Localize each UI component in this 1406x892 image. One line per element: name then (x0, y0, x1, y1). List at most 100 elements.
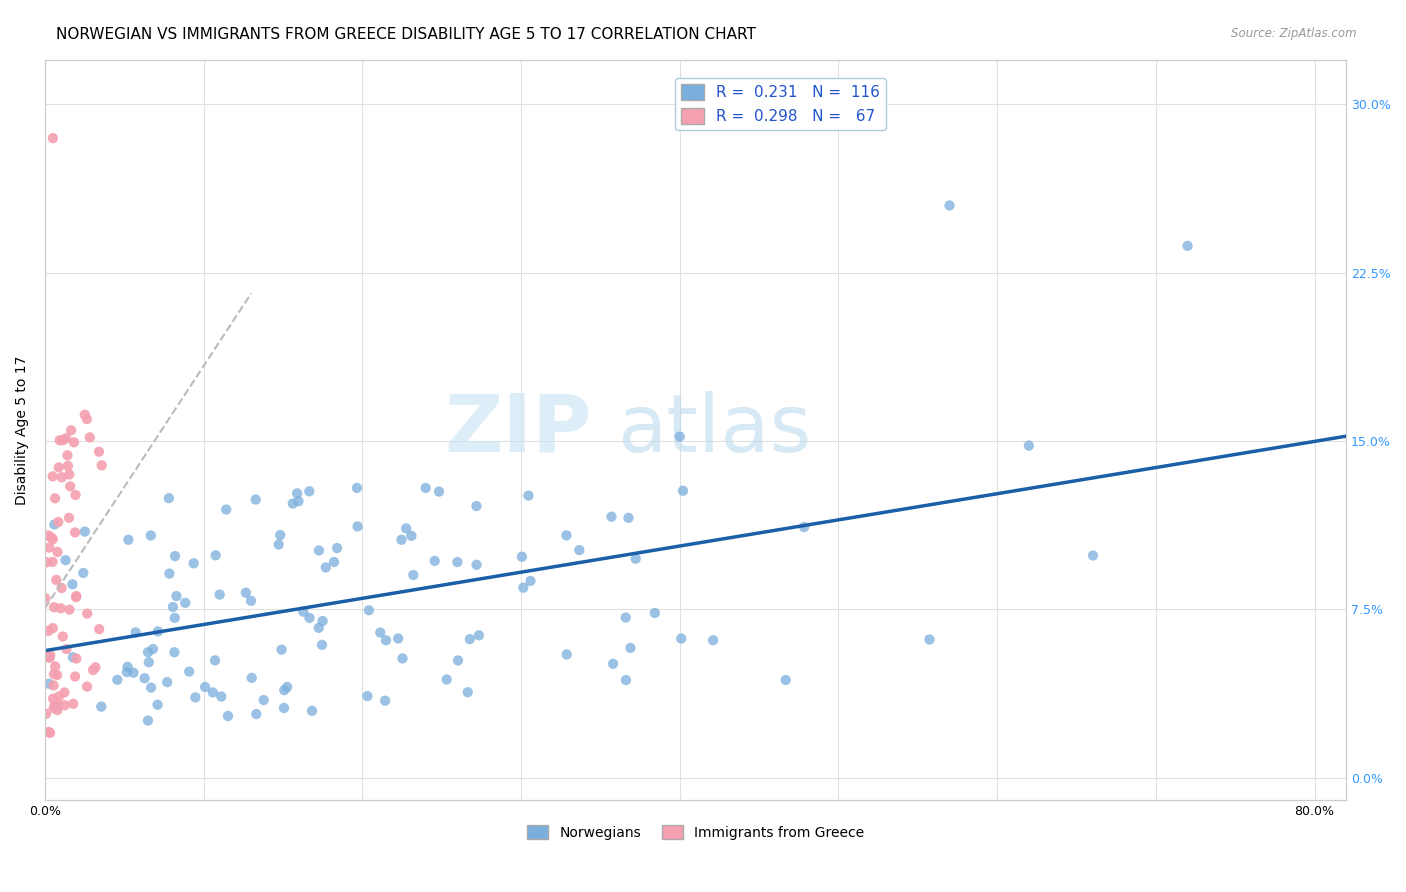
Point (600, 509, 623, 524)
Point (1081, 549, 1104, 563)
Point (183, 557, 205, 571)
Point (63, 435, 86, 450)
Point (39, 726, 62, 740)
Text: Source: ZipAtlas.com: Source: ZipAtlas.com (1232, 27, 1357, 40)
Point (63, 669, 86, 683)
Point (235, 585, 257, 599)
Point (415, 481, 437, 495)
Point (253, 693, 276, 707)
Point (90, 458, 112, 473)
Point (775, 673, 797, 687)
Point (163, 645, 186, 659)
Point (447, 653, 470, 667)
Point (46, 668, 69, 682)
Point (65, 488, 87, 502)
Point (287, 494, 309, 508)
Point (62, 697, 84, 711)
Point (42, 131, 65, 145)
Point (42, 701, 65, 715)
Point (35, 555, 58, 569)
Point (269, 528, 291, 542)
Point (73, 524, 96, 539)
Point (41, 555, 63, 569)
Point (52, 433, 75, 447)
Point (204, 653, 226, 667)
Point (115, 665, 138, 679)
Point (55, 642, 77, 657)
Point (156, 675, 179, 690)
Point (76, 607, 98, 621)
Point (308, 621, 330, 635)
Point (136, 714, 159, 728)
Point (44, 491, 66, 506)
Point (38, 650, 60, 665)
Point (59, 479, 82, 493)
Point (387, 632, 409, 646)
Point (204, 549, 226, 563)
Text: NORWEGIAN VS IMMIGRANTS FROM GREECE DISABILITY AGE 5 TO 17 CORRELATION CHART: NORWEGIAN VS IMMIGRANTS FROM GREECE DISA… (56, 27, 756, 42)
Point (38, 650, 60, 665)
Point (38, 677, 60, 691)
Point (45, 573, 67, 587)
Point (139, 681, 162, 695)
Point (87, 444, 110, 458)
Point (1018, 439, 1040, 453)
Point (84, 660, 107, 674)
Point (517, 489, 540, 503)
Point (465, 558, 488, 572)
Point (42, 678, 65, 692)
Point (134, 671, 156, 685)
Point (184, 690, 207, 705)
Point (668, 429, 690, 443)
Point (512, 581, 534, 595)
Point (48, 434, 70, 448)
Point (76, 412, 98, 426)
Point (142, 642, 165, 657)
Point (146, 698, 169, 712)
Point (56, 448, 79, 462)
Point (90, 699, 112, 714)
Point (39, 531, 62, 545)
Point (53, 685, 76, 699)
Point (793, 520, 815, 534)
Point (308, 543, 330, 558)
Point (65, 589, 87, 603)
Point (65, 651, 87, 665)
Point (285, 486, 308, 500)
Point (44, 659, 66, 673)
Point (276, 680, 298, 694)
Point (89, 622, 111, 636)
Point (37, 528, 59, 542)
Point (46, 700, 69, 714)
Point (162, 599, 184, 614)
Point (346, 481, 368, 495)
Point (35, 706, 58, 721)
Point (375, 633, 398, 648)
Point (146, 624, 169, 639)
Point (72, 566, 94, 580)
Y-axis label: Disability Age 5 to 17: Disability Age 5 to 17 (15, 355, 30, 505)
Point (423, 554, 446, 568)
Point (124, 625, 146, 640)
Point (298, 484, 321, 499)
Point (402, 568, 425, 582)
Point (39, 648, 62, 663)
Point (270, 642, 292, 657)
Point (63, 525, 86, 540)
Point (468, 628, 491, 642)
Point (53, 698, 76, 713)
Point (48, 698, 70, 712)
Point (702, 633, 724, 648)
Point (48, 460, 70, 475)
Point (51, 581, 73, 595)
Point (117, 659, 139, 673)
Point (38, 541, 60, 555)
Point (201, 685, 224, 699)
Point (938, 198, 960, 212)
Point (62, 650, 84, 665)
Point (79, 430, 101, 444)
Point (401, 529, 423, 543)
Point (368, 625, 391, 640)
Point (465, 499, 488, 513)
Point (136, 645, 159, 659)
